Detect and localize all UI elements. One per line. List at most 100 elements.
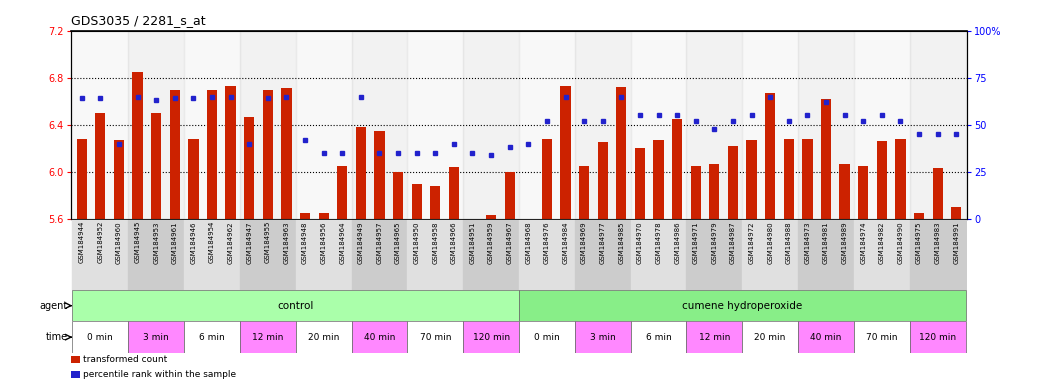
Bar	[486, 215, 496, 219]
Text: GSM184987: GSM184987	[730, 221, 736, 264]
Text: GSM184990: GSM184990	[898, 221, 903, 264]
Text: 40 min: 40 min	[363, 333, 395, 342]
Bar	[504, 172, 515, 219]
Text: GSM184973: GSM184973	[804, 221, 811, 264]
Bar	[654, 140, 663, 219]
Bar	[95, 113, 106, 219]
Bar	[352, 321, 407, 353]
Text: GDS3035 / 2281_s_at: GDS3035 / 2281_s_at	[71, 14, 206, 27]
Bar	[765, 93, 775, 219]
Text: 0 min: 0 min	[87, 333, 113, 342]
Bar	[575, 219, 631, 290]
Bar	[854, 219, 909, 290]
Bar	[244, 117, 254, 219]
Text: GSM184957: GSM184957	[377, 221, 382, 263]
Bar	[519, 31, 575, 219]
Bar	[463, 31, 519, 219]
Bar	[909, 321, 965, 353]
Text: 0 min: 0 min	[534, 333, 559, 342]
Bar	[240, 31, 296, 219]
Text: 20 min: 20 min	[308, 333, 339, 342]
Text: GSM184958: GSM184958	[432, 221, 438, 263]
Bar	[352, 31, 407, 219]
Text: GSM184954: GSM184954	[209, 221, 215, 263]
Text: 20 min: 20 min	[755, 333, 786, 342]
Bar	[300, 213, 310, 219]
Text: GSM184968: GSM184968	[525, 221, 531, 264]
Bar	[913, 213, 924, 219]
Bar	[375, 131, 384, 219]
Bar	[909, 219, 965, 290]
Text: GSM184975: GSM184975	[917, 221, 922, 263]
Bar	[188, 139, 198, 219]
Text: GSM184989: GSM184989	[842, 221, 848, 264]
Text: 70 min: 70 min	[866, 333, 898, 342]
Text: GSM184972: GSM184972	[748, 221, 755, 263]
Text: GSM184970: GSM184970	[637, 221, 643, 264]
Text: GSM184960: GSM184960	[116, 221, 121, 264]
Bar	[281, 88, 292, 219]
Text: GSM184986: GSM184986	[674, 221, 680, 264]
Text: GSM184974: GSM184974	[861, 221, 867, 263]
Text: 6 min: 6 min	[646, 333, 672, 342]
Bar	[631, 321, 686, 353]
Text: GSM184991: GSM184991	[953, 221, 959, 264]
Text: GSM184945: GSM184945	[135, 221, 140, 263]
Bar	[561, 86, 571, 219]
Bar	[798, 31, 854, 219]
Bar	[854, 321, 909, 353]
Text: GSM184969: GSM184969	[581, 221, 588, 264]
Text: 12 min: 12 min	[699, 333, 730, 342]
Bar	[575, 321, 631, 353]
Bar	[129, 31, 184, 219]
Bar	[240, 219, 296, 290]
Text: transformed count: transformed count	[83, 355, 167, 364]
Bar	[598, 142, 608, 219]
Bar	[73, 31, 129, 219]
Bar	[184, 219, 240, 290]
Bar	[798, 321, 854, 353]
Bar	[73, 290, 519, 321]
Bar	[133, 72, 142, 219]
Text: 120 min: 120 min	[919, 333, 956, 342]
Text: GSM184988: GSM184988	[786, 221, 792, 264]
Text: 12 min: 12 min	[252, 333, 283, 342]
Bar	[296, 321, 352, 353]
Text: GSM184951: GSM184951	[469, 221, 475, 263]
Text: 70 min: 70 min	[419, 333, 452, 342]
Bar	[407, 321, 463, 353]
Bar	[519, 219, 575, 290]
Bar	[169, 89, 180, 219]
Bar	[463, 219, 519, 290]
Bar	[77, 139, 87, 219]
Bar	[579, 166, 590, 219]
Bar	[240, 321, 296, 353]
Bar	[114, 140, 125, 219]
Bar	[896, 139, 905, 219]
Bar	[519, 321, 575, 353]
Text: GSM184944: GSM184944	[79, 221, 85, 263]
Bar	[71, 356, 80, 363]
Bar	[296, 31, 352, 219]
Text: GSM184953: GSM184953	[154, 221, 159, 263]
Bar	[225, 86, 236, 219]
Text: GSM184985: GSM184985	[619, 221, 624, 263]
Bar	[631, 219, 686, 290]
Bar	[672, 119, 682, 219]
Text: percentile rank within the sample: percentile rank within the sample	[83, 370, 237, 379]
Bar	[784, 139, 794, 219]
Bar	[686, 31, 742, 219]
Bar	[617, 87, 627, 219]
Text: 3 min: 3 min	[590, 333, 616, 342]
Bar	[840, 164, 850, 219]
Bar	[463, 321, 519, 353]
Text: GSM184963: GSM184963	[283, 221, 290, 264]
Bar	[407, 31, 463, 219]
Text: GSM184948: GSM184948	[302, 221, 308, 263]
Bar	[184, 321, 240, 353]
Bar	[356, 127, 366, 219]
Bar	[932, 168, 943, 219]
Text: agent: agent	[39, 301, 67, 311]
Bar	[152, 113, 161, 219]
Bar	[854, 31, 909, 219]
